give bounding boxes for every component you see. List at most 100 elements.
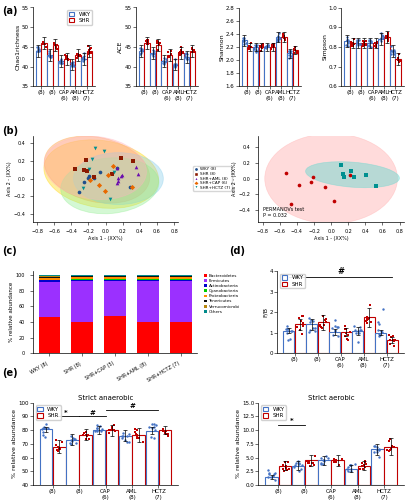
Point	[265, 42, 271, 50]
Point	[394, 50, 401, 58]
Point	[41, 40, 48, 48]
Bar	[170, 277, 191, 279]
Point	[271, 470, 278, 478]
Y-axis label: Axis 2 - (XX%): Axis 2 - (XX%)	[232, 162, 237, 196]
Point	[67, 440, 74, 448]
Point	[72, 435, 79, 443]
Point	[245, 44, 251, 52]
Point	[172, 60, 179, 68]
Point	[285, 465, 291, 473]
Point	[177, 43, 184, 51]
Point	[167, 50, 174, 58]
Point	[283, 322, 290, 330]
Point	[372, 38, 379, 46]
Bar	[36, 51, 41, 224]
Point	[190, 48, 197, 56]
Point	[112, 426, 118, 434]
Point	[167, 48, 173, 56]
Point	[144, 40, 150, 48]
Point	[361, 457, 368, 465]
Bar	[104, 277, 126, 279]
Bar	[87, 51, 92, 224]
Point	[371, 442, 378, 450]
Point	[94, 424, 101, 432]
Point	[364, 42, 371, 50]
Point	[259, 42, 265, 50]
Point	[268, 44, 275, 52]
Point	[384, 29, 391, 37]
Point	[39, 424, 46, 432]
Bar	[291, 466, 303, 485]
Point	[267, 45, 274, 53]
Point	[96, 180, 102, 188]
Point	[183, 50, 189, 58]
Point	[75, 188, 82, 196]
Point	[52, 442, 59, 450]
Point	[55, 446, 62, 454]
Point	[161, 58, 168, 66]
Point	[252, 42, 258, 50]
Point	[386, 444, 393, 452]
Point	[370, 42, 377, 50]
Point	[252, 46, 258, 54]
Point	[56, 57, 63, 65]
Point	[370, 448, 377, 456]
Point	[320, 321, 326, 329]
Point	[329, 331, 336, 339]
Point	[281, 458, 288, 466]
Point	[131, 428, 138, 436]
Point	[270, 42, 277, 50]
Point	[88, 49, 94, 57]
Point	[309, 324, 316, 332]
Point	[150, 50, 156, 58]
Y-axis label: % relative abundance: % relative abundance	[12, 410, 17, 478]
Point	[83, 156, 90, 164]
Point	[355, 329, 361, 337]
Bar	[71, 279, 92, 280]
Point	[386, 336, 392, 344]
Point	[337, 455, 344, 463]
Point	[76, 52, 83, 60]
Bar	[330, 460, 343, 485]
Point	[162, 427, 168, 435]
Point	[75, 50, 81, 58]
Point	[63, 53, 69, 61]
Point	[143, 36, 150, 44]
Point	[353, 38, 360, 46]
Point	[274, 32, 280, 40]
Point	[152, 426, 158, 434]
Point	[53, 41, 59, 49]
Point	[110, 420, 117, 428]
Point	[350, 35, 356, 43]
Point	[35, 48, 41, 56]
Point	[74, 54, 81, 62]
Point	[307, 316, 314, 324]
Point	[317, 454, 324, 462]
Point	[177, 46, 183, 54]
Point	[285, 48, 292, 56]
Point	[270, 470, 277, 478]
Point	[360, 38, 366, 46]
Point	[62, 52, 68, 60]
Point	[68, 62, 74, 70]
Bar	[170, 279, 191, 280]
Point	[344, 463, 350, 471]
Point	[373, 326, 380, 334]
Point	[57, 445, 63, 453]
Bar	[38, 282, 60, 317]
Point	[245, 42, 252, 50]
Point	[51, 40, 58, 48]
Point	[363, 316, 370, 324]
Point	[160, 60, 167, 68]
Point	[190, 46, 196, 54]
Bar	[304, 460, 317, 485]
Point	[265, 469, 272, 477]
Text: (c): (c)	[2, 246, 17, 256]
Point	[258, 44, 265, 52]
Bar	[372, 43, 377, 204]
Point	[360, 40, 367, 48]
Point	[375, 35, 382, 43]
Point	[378, 32, 384, 40]
Text: #: #	[89, 410, 95, 416]
Point	[354, 338, 361, 346]
